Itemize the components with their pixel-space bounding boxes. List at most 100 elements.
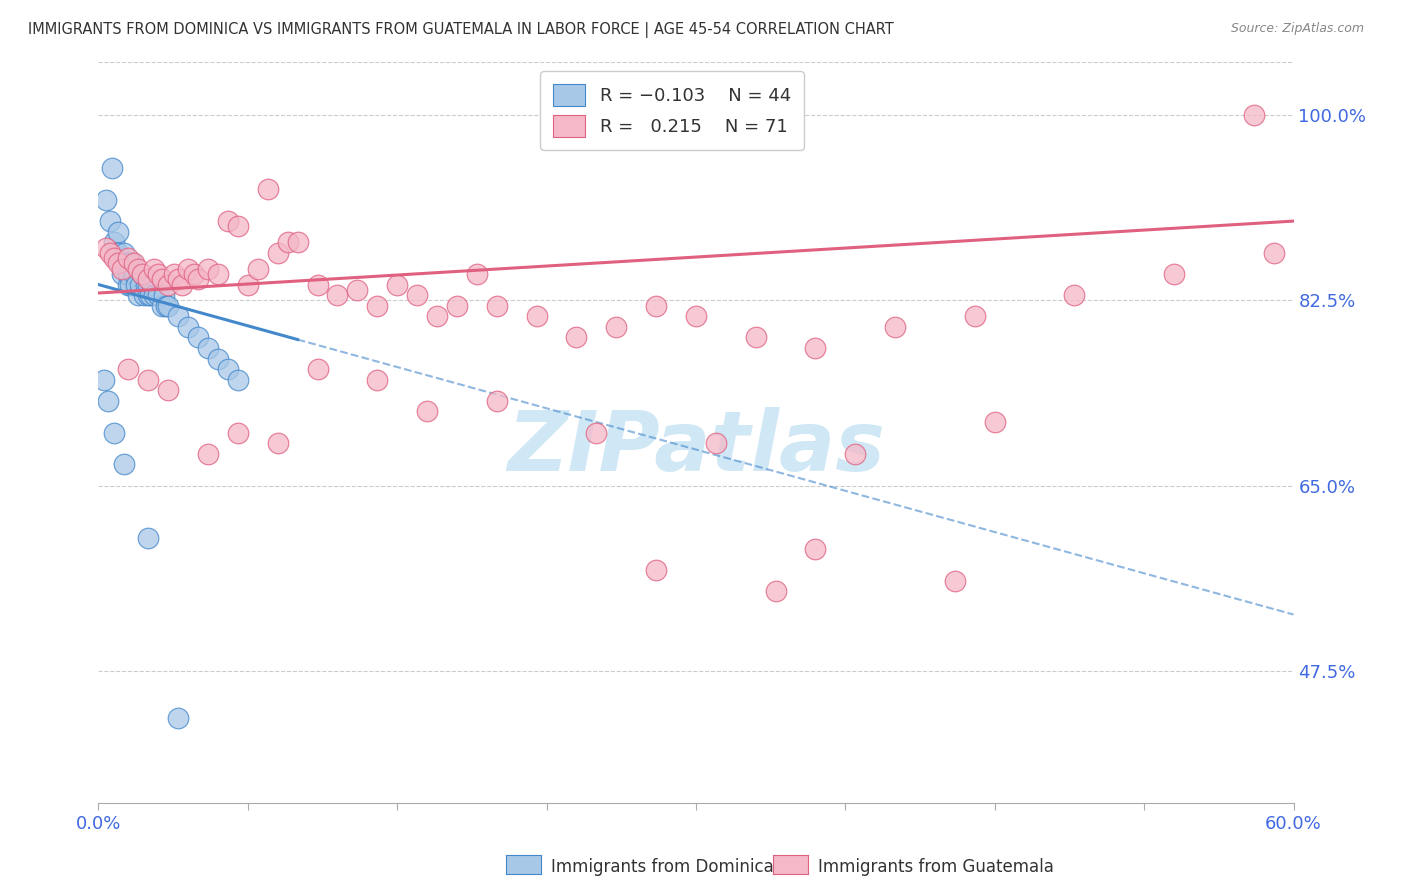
- Text: IMMIGRANTS FROM DOMINICA VS IMMIGRANTS FROM GUATEMALA IN LABOR FORCE | AGE 45-54: IMMIGRANTS FROM DOMINICA VS IMMIGRANTS F…: [28, 22, 894, 38]
- Point: [984, 415, 1007, 429]
- Point: [103, 251, 125, 265]
- Point: [485, 299, 508, 313]
- Point: [153, 288, 176, 302]
- Point: [124, 267, 146, 281]
- Point: [125, 277, 148, 292]
- Point: [98, 245, 122, 260]
- Point: [135, 277, 157, 292]
- Point: [1263, 245, 1285, 260]
- Point: [111, 267, 134, 281]
- Point: [963, 310, 986, 324]
- Point: [426, 310, 449, 324]
- Point: [207, 267, 229, 281]
- Point: [121, 256, 143, 270]
- Point: [127, 261, 149, 276]
- Point: [187, 330, 209, 344]
- Point: [96, 193, 118, 207]
- Point: [117, 267, 139, 281]
- Point: [197, 341, 219, 355]
- Text: ZIPatlas: ZIPatlas: [508, 407, 884, 488]
- Point: [167, 711, 190, 725]
- Point: [267, 245, 290, 260]
- Point: [1063, 288, 1085, 302]
- Point: [131, 267, 153, 281]
- Point: [1163, 267, 1185, 281]
- Point: [101, 161, 124, 176]
- Point: [155, 299, 177, 313]
- Point: [197, 261, 219, 276]
- Point: [256, 182, 278, 196]
- Point: [236, 277, 259, 292]
- Point: [526, 310, 548, 324]
- Point: [177, 319, 200, 334]
- Point: [207, 351, 229, 366]
- Point: [187, 272, 209, 286]
- Point: [287, 235, 309, 250]
- Point: [111, 261, 134, 276]
- Point: [143, 261, 166, 276]
- Point: [136, 373, 159, 387]
- Point: [485, 393, 508, 408]
- Point: [446, 299, 468, 313]
- Point: [112, 458, 135, 472]
- Point: [129, 277, 152, 292]
- Point: [117, 251, 139, 265]
- Text: Immigrants from Guatemala: Immigrants from Guatemala: [818, 858, 1054, 876]
- Point: [136, 272, 159, 286]
- Point: [131, 267, 153, 281]
- Point: [134, 288, 156, 302]
- Point: [565, 330, 588, 344]
- Point: [157, 384, 180, 398]
- Point: [117, 277, 139, 292]
- Point: [307, 277, 329, 292]
- Point: [107, 225, 129, 239]
- Point: [136, 532, 159, 546]
- Point: [267, 436, 290, 450]
- Point: [217, 362, 239, 376]
- Point: [366, 373, 388, 387]
- Point: [943, 574, 966, 588]
- Point: [124, 256, 146, 270]
- Point: [745, 330, 768, 344]
- Point: [150, 299, 173, 313]
- Point: [645, 563, 668, 577]
- Text: Source: ZipAtlas.com: Source: ZipAtlas.com: [1230, 22, 1364, 36]
- Point: [172, 277, 194, 292]
- Point: [139, 288, 162, 302]
- Point: [93, 373, 115, 387]
- Point: [385, 277, 409, 292]
- Point: [704, 436, 727, 450]
- Point: [98, 214, 122, 228]
- Point: [148, 288, 170, 302]
- Point: [183, 267, 205, 281]
- Point: [167, 310, 190, 324]
- Point: [96, 240, 118, 255]
- Point: [346, 283, 368, 297]
- Point: [804, 541, 827, 556]
- Point: [844, 447, 866, 461]
- Point: [277, 235, 299, 250]
- Point: [112, 245, 135, 260]
- Point: [127, 288, 149, 302]
- Point: [326, 288, 349, 302]
- Point: [103, 425, 125, 440]
- Point: [107, 256, 129, 270]
- Point: [645, 299, 668, 313]
- Point: [150, 272, 173, 286]
- Point: [120, 277, 142, 292]
- Point: [177, 261, 200, 276]
- Point: [585, 425, 607, 440]
- Point: [107, 245, 129, 260]
- Point: [685, 310, 707, 324]
- Point: [307, 362, 329, 376]
- Point: [605, 319, 627, 334]
- Point: [167, 272, 190, 286]
- Point: [226, 425, 249, 440]
- Legend: R = −0.103    N = 44, R =   0.215    N = 71: R = −0.103 N = 44, R = 0.215 N = 71: [540, 71, 804, 150]
- Point: [217, 214, 239, 228]
- Point: [246, 261, 269, 276]
- Point: [103, 235, 125, 250]
- Point: [117, 362, 139, 376]
- Point: [148, 267, 170, 281]
- Point: [406, 288, 429, 302]
